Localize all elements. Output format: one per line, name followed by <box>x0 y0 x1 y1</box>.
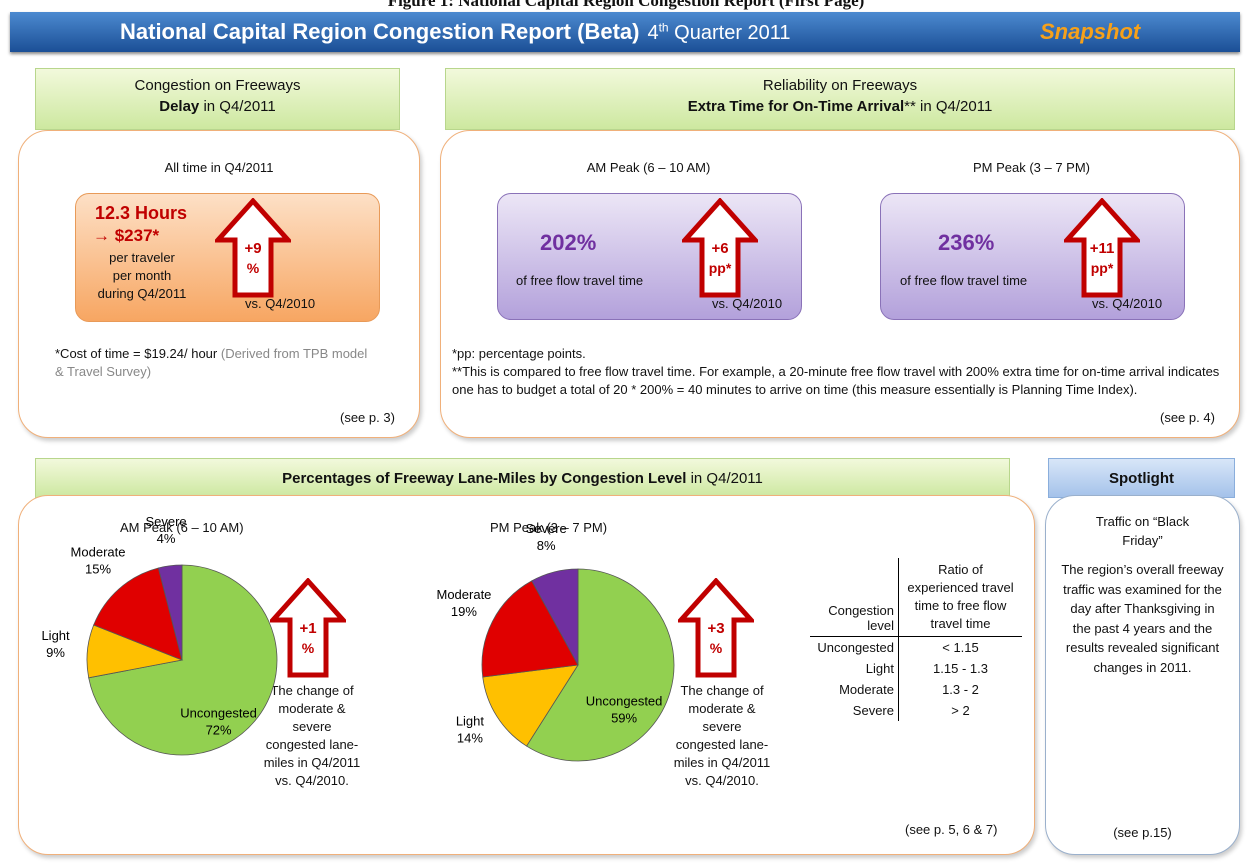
table-header: Ratio of experienced travel time to free… <box>907 562 1014 631</box>
reliability-heading: Reliability on Freeways Extra Time for O… <box>445 68 1235 130</box>
delay-heading-line: Congestion on Freeways <box>134 77 301 94</box>
table-cell: Light <box>810 658 899 679</box>
lane-heading: Percentages of Freeway Lane-Miles by Con… <box>35 458 1010 498</box>
table-cell: 1.15 - 1.3 <box>933 661 988 676</box>
period-box <box>497 193 802 320</box>
delay-heading: Congestion on Freeways Delay in Q4/2011 <box>35 68 400 130</box>
quarter-suffix: th <box>658 20 669 35</box>
period-value: 236% <box>938 230 995 255</box>
change-arrow: +3 % <box>678 578 754 678</box>
reliability-notes: *pp: percentage points. **This is compar… <box>452 345 1222 399</box>
table-header: Congestion level <box>810 558 899 637</box>
period-label: AM Peak (6 – 10 AM) <box>586 160 711 175</box>
pie-title: PM Peak (3 – 7 PM) <box>490 520 608 535</box>
spotlight-ref: (see p.15) <box>1113 825 1172 840</box>
change-text: The change of moderate & severe congeste… <box>263 683 361 788</box>
reliability-heading-line: Reliability on Freeways <box>762 77 918 94</box>
delay-ref: (see p. 3) <box>340 410 395 425</box>
note-text: *Cost of time = $19.24/ hour <box>55 346 218 361</box>
pie-title: AM Peak (6 – 10 AM) <box>120 520 244 535</box>
change-unit: % <box>301 640 315 656</box>
change-unit: pp* <box>708 260 732 276</box>
change-arrow: +11 pp* <box>1064 198 1140 298</box>
quarter-number: 4 <box>647 22 659 44</box>
lane-heading-bold: Percentages of Freeway Lane-Miles by Con… <box>282 470 687 487</box>
table-cell: > 2 <box>951 703 970 718</box>
period-value: 202% <box>540 230 597 255</box>
delay-box <box>75 193 380 322</box>
reliability-ref: (see p. 4) <box>1160 410 1215 425</box>
table-cell: < 1.15 <box>942 640 979 655</box>
note: **This is compared to free flow travel t… <box>452 364 1220 397</box>
change-value: +11 <box>1089 240 1115 257</box>
lane-heading-rest: in Q4/2011 <box>690 470 763 487</box>
change-value: +3 <box>707 620 725 637</box>
spotlight-text: The region’s overall freeway traffic was… <box>1061 562 1224 675</box>
quarter: 4th Quarter 2011 <box>647 20 791 44</box>
spotlight-heading: Spotlight <box>1048 458 1235 498</box>
desc-line: per month <box>112 268 172 283</box>
change-arrow: +6 pp* <box>682 198 758 298</box>
delay-note: *Cost of time = $19.24/ hour (Derived fr… <box>55 345 375 381</box>
period-box <box>880 193 1185 320</box>
period-label: PM Peak (3 – 7 PM) <box>972 160 1091 175</box>
quarter-rest: Quarter 2011 <box>674 22 791 44</box>
change-unit: pp* <box>1090 260 1114 276</box>
period-vs: vs. Q4/2010 <box>712 296 783 311</box>
change-text: The change of moderate & severe congeste… <box>673 683 771 788</box>
spotlight-title: Traffic on “Black Friday” <box>1095 514 1190 548</box>
title-row: National Capital Region Congestion Repor… <box>120 19 791 45</box>
delay-heading-bold: Delay <box>159 98 200 115</box>
table-cell: 1.3 - 2 <box>942 682 979 697</box>
table-cell: Moderate <box>810 679 899 700</box>
title-bar: National Capital Region Congestion Repor… <box>10 12 1240 52</box>
heading-mark: ** <box>904 98 916 115</box>
reliability-heading-bold: Extra Time for On-Time Arrival <box>687 98 905 115</box>
change-arrow: +9 % <box>215 198 291 298</box>
note-source: (Derived from TPB model & Travel Survey) <box>55 346 368 379</box>
delay-hours: 12.3 Hours <box>95 203 188 223</box>
table-cell: Severe <box>810 700 899 721</box>
change-value: +9 <box>244 240 262 257</box>
period-desc: of free flow travel time <box>516 273 644 288</box>
change-unit: % <box>246 260 260 276</box>
change-arrow: +1 % <box>270 578 346 678</box>
lane-ref: (see p. 5, 6 & 7) <box>905 822 998 837</box>
delay-heading-rest: in Q4/2011 <box>203 98 276 115</box>
delay-vs: vs. Q4/2010 <box>245 296 316 311</box>
delay-subtitle: All time in Q4/2011 <box>164 160 274 175</box>
change-unit: % <box>709 640 723 656</box>
note: *pp: percentage points. <box>452 346 586 361</box>
level-table: Congestion level Ratio of experienced tra… <box>810 558 1022 721</box>
period-vs: vs. Q4/2010 <box>1092 296 1163 311</box>
spotlight-panel <box>1045 495 1240 855</box>
table-cell: Uncongested <box>810 636 899 658</box>
period-desc: of free flow travel time <box>900 273 1028 288</box>
caption: Figure 1: National Capital Region Conges… <box>387 0 865 10</box>
delay-cost: → $237* <box>93 226 160 245</box>
change-value: +6 <box>711 240 729 257</box>
desc-line: during Q4/2011 <box>97 286 187 301</box>
delay-desc: per traveler per month during Q4/2011 <box>92 249 192 303</box>
reliability-heading-rest: in Q4/2011 <box>920 98 993 115</box>
change-value: +1 <box>299 620 317 637</box>
title: National Capital Region Congestion Repor… <box>120 19 640 44</box>
desc-line: per traveler <box>109 250 175 265</box>
snapshot-tag: Snapshot <box>1040 19 1141 44</box>
